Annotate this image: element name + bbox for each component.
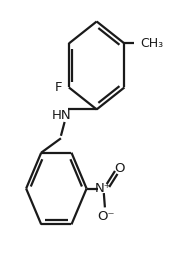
Text: F: F <box>55 81 62 94</box>
Text: O⁻: O⁻ <box>97 210 115 224</box>
Text: N⁺: N⁺ <box>95 182 111 195</box>
Text: CH₃: CH₃ <box>140 37 163 50</box>
Text: O: O <box>114 162 125 175</box>
Text: HN: HN <box>52 109 72 122</box>
